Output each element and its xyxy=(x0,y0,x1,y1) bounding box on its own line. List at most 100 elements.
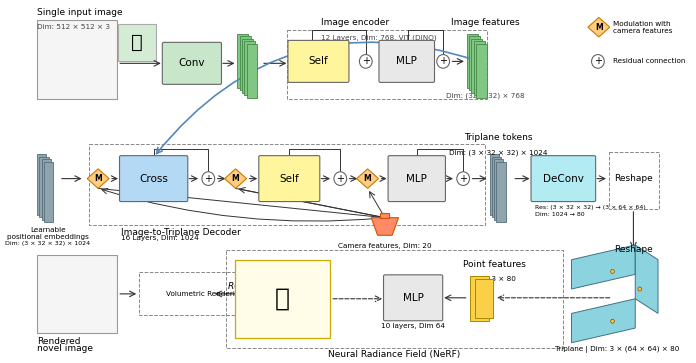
Text: +: + xyxy=(205,174,212,184)
Bar xyxy=(489,154,499,215)
FancyBboxPatch shape xyxy=(531,156,596,201)
Text: 10 layers, Dim 64: 10 layers, Dim 64 xyxy=(381,323,445,329)
Bar xyxy=(246,44,258,98)
FancyBboxPatch shape xyxy=(162,42,221,84)
Circle shape xyxy=(437,54,450,68)
Text: Self: Self xyxy=(279,174,299,184)
Circle shape xyxy=(457,172,470,185)
Bar xyxy=(474,41,484,95)
Polygon shape xyxy=(635,245,658,313)
Text: Cross: Cross xyxy=(139,174,168,184)
Bar xyxy=(89,144,485,225)
Text: Dim: 3 × 80: Dim: 3 × 80 xyxy=(472,276,516,282)
Circle shape xyxy=(334,172,347,185)
Text: Dim: (3 × 32 × 32) × 1024: Dim: (3 × 32 × 32) × 1024 xyxy=(6,241,90,246)
Text: Modulation with
camera features: Modulation with camera features xyxy=(613,21,673,34)
Text: positional embeddings: positional embeddings xyxy=(7,234,89,240)
Text: Image-to-Triplane Decoder: Image-to-Triplane Decoder xyxy=(121,228,241,237)
Polygon shape xyxy=(571,245,635,289)
Bar xyxy=(469,36,480,90)
Polygon shape xyxy=(87,169,109,188)
Text: +: + xyxy=(336,174,345,184)
Bar xyxy=(42,159,51,220)
Circle shape xyxy=(359,54,372,68)
Bar xyxy=(471,39,482,93)
Text: Image features: Image features xyxy=(451,18,519,27)
Bar xyxy=(494,159,503,220)
FancyBboxPatch shape xyxy=(379,40,434,82)
Bar xyxy=(118,24,157,61)
Bar xyxy=(287,30,487,98)
Circle shape xyxy=(610,319,615,323)
Text: Reshape: Reshape xyxy=(614,245,653,254)
Text: Volumetric Rendering: Volumetric Rendering xyxy=(166,291,244,297)
Text: +: + xyxy=(594,56,602,66)
Text: MLP: MLP xyxy=(403,293,424,303)
Bar xyxy=(470,276,489,321)
Text: +: + xyxy=(362,56,370,66)
Text: 🦒: 🦒 xyxy=(274,287,290,311)
Text: 16 Layers, Dim: 1024: 16 Layers, Dim: 1024 xyxy=(121,235,198,241)
Text: Triplane | Dim: 3 × (64 × 64) × 80: Triplane | Dim: 3 × (64 × 64) × 80 xyxy=(555,346,679,353)
Circle shape xyxy=(610,269,615,273)
Polygon shape xyxy=(225,169,246,188)
Bar xyxy=(242,39,253,93)
Polygon shape xyxy=(380,213,390,218)
Text: M: M xyxy=(364,174,372,183)
Text: Camera features, Dim: 20: Camera features, Dim: 20 xyxy=(338,243,432,249)
FancyBboxPatch shape xyxy=(120,156,188,201)
Text: 🦒: 🦒 xyxy=(132,33,143,52)
Text: Point features: Point features xyxy=(463,261,525,269)
Text: M: M xyxy=(232,174,239,183)
Bar xyxy=(44,162,53,222)
Bar xyxy=(235,260,331,338)
Polygon shape xyxy=(356,169,379,188)
Text: Dim: (3 × 32 × 32) × 1024: Dim: (3 × 32 × 32) × 1024 xyxy=(450,149,548,156)
Text: MLP: MLP xyxy=(406,174,427,184)
Text: Triplane tokens: Triplane tokens xyxy=(464,134,533,142)
Text: +: + xyxy=(439,56,447,66)
FancyBboxPatch shape xyxy=(288,40,349,82)
Bar xyxy=(467,34,477,88)
Bar xyxy=(492,157,501,217)
Text: MLP: MLP xyxy=(396,56,417,66)
Text: Residual connection: Residual connection xyxy=(613,58,686,64)
Text: novel image: novel image xyxy=(37,344,93,353)
Text: +: + xyxy=(459,174,467,184)
Text: Dim: 512 × 512 × 3: Dim: 512 × 512 × 3 xyxy=(37,24,110,30)
Polygon shape xyxy=(588,17,610,37)
Text: Dim: 1024 → 80: Dim: 1024 → 80 xyxy=(535,212,585,217)
Circle shape xyxy=(202,172,214,185)
Text: Self: Self xyxy=(308,56,329,66)
Text: Rendered: Rendered xyxy=(37,337,81,346)
Circle shape xyxy=(592,54,604,68)
Text: 12 Layers, Dim: 768, ViT (DINO): 12 Layers, Dim: 768, ViT (DINO) xyxy=(321,34,437,41)
Bar xyxy=(226,250,563,348)
Bar xyxy=(476,44,487,98)
Text: Dim: (32 × 32) × 768: Dim: (32 × 32) × 768 xyxy=(445,93,524,99)
Bar xyxy=(40,157,49,217)
Text: Res: (3 × 32 × 32) → (3 × 64 × 64): Res: (3 × 32 × 32) → (3 × 64 × 64) xyxy=(535,205,646,210)
Text: Single input image: Single input image xyxy=(37,8,122,17)
Bar xyxy=(37,154,46,215)
Text: M: M xyxy=(94,174,102,183)
Bar xyxy=(475,279,493,318)
Text: Image encoder: Image encoder xyxy=(321,18,389,27)
Bar xyxy=(237,34,248,88)
Text: DeConv: DeConv xyxy=(543,174,584,184)
Text: Learnable: Learnable xyxy=(30,228,66,233)
Bar xyxy=(239,36,251,90)
Bar xyxy=(244,41,255,95)
Text: Conv: Conv xyxy=(179,58,205,68)
Circle shape xyxy=(638,287,642,291)
FancyBboxPatch shape xyxy=(259,156,319,201)
Text: RGB, σ: RGB, σ xyxy=(228,282,259,291)
Text: M: M xyxy=(595,23,603,32)
Bar xyxy=(37,255,117,333)
Text: Neural Radiance Field (NeRF): Neural Radiance Field (NeRF) xyxy=(328,350,460,359)
Bar xyxy=(139,272,271,315)
Bar xyxy=(37,20,117,98)
Bar xyxy=(496,162,505,222)
FancyBboxPatch shape xyxy=(388,156,445,201)
Polygon shape xyxy=(571,299,635,343)
